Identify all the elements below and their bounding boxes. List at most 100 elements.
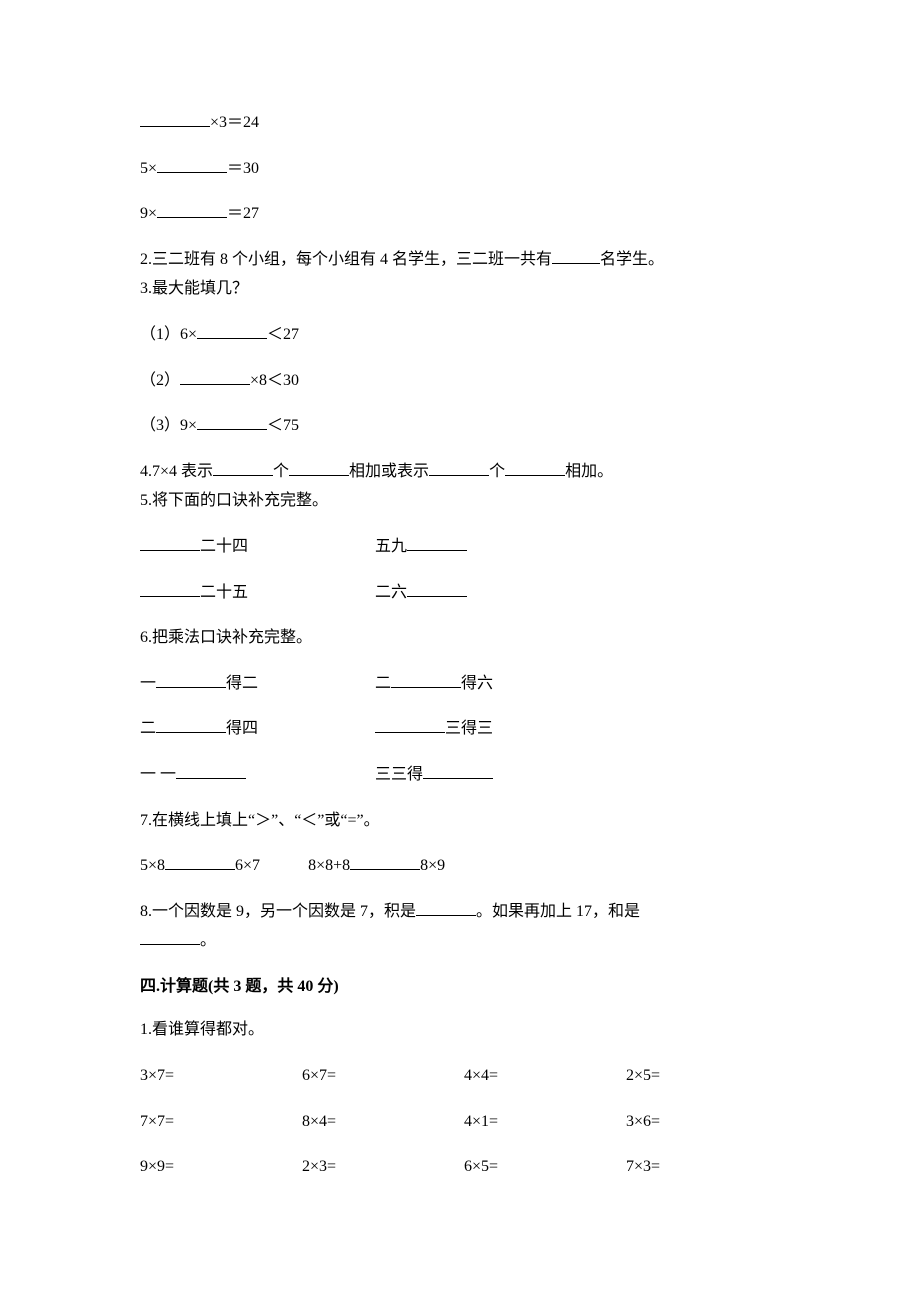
blank[interactable] xyxy=(140,581,200,597)
calc-cell: 3×6= xyxy=(626,1109,788,1135)
blank[interactable] xyxy=(375,717,445,733)
text: （3）9× xyxy=(140,417,197,434)
text: ＜27 xyxy=(267,326,299,343)
text: （1）6× xyxy=(140,326,197,343)
blank[interactable] xyxy=(197,414,267,430)
text: 二十五 xyxy=(200,584,248,601)
q2-text-a: 2.三二班有 8 个小组，每个小组有 4 名学生，三二班一共有 xyxy=(140,251,552,268)
blank[interactable] xyxy=(180,369,250,385)
calc-row: 3×7=6×7=4×4=2×5= xyxy=(140,1063,790,1089)
q6-row2: 二 得四 三得三 xyxy=(140,716,790,742)
blank[interactable] xyxy=(429,460,489,476)
q4-line: 4.7×4 表示 个 相加或表示 个 相加。 xyxy=(140,459,790,485)
blank[interactable] xyxy=(407,581,467,597)
blank[interactable] xyxy=(213,460,273,476)
blank[interactable] xyxy=(157,202,227,218)
text: 4.7×4 表示 xyxy=(140,463,213,480)
calc-row: 9×9=2×3=6×5=7×3= xyxy=(140,1154,790,1180)
text: 得二 xyxy=(226,675,258,692)
q7-line: 5×8 6×7 8×8+8 8×9 xyxy=(140,853,790,879)
blank[interactable] xyxy=(505,460,565,476)
blank[interactable] xyxy=(552,248,600,264)
text: 8×9 xyxy=(420,857,445,874)
q3-title: 3.最大能填几？ xyxy=(140,276,790,302)
text: 三三得 xyxy=(375,766,423,783)
q5-row2: 二十五 二六 xyxy=(140,580,790,606)
blank[interactable] xyxy=(350,854,420,870)
calc-cell: 9×9= xyxy=(140,1154,302,1180)
blank[interactable] xyxy=(140,929,200,945)
q6-row3: 一 一 三三得 xyxy=(140,762,790,788)
calc-cell: 4×4= xyxy=(464,1063,626,1089)
blank[interactable] xyxy=(140,535,200,551)
text: 三得三 xyxy=(445,720,493,737)
text: 8×8+8 xyxy=(308,857,350,874)
calc-cell: 8×4= xyxy=(302,1109,464,1135)
calc-cell: 2×3= xyxy=(302,1154,464,1180)
blank[interactable] xyxy=(197,323,267,339)
calc-cell: 2×5= xyxy=(626,1063,788,1089)
blank[interactable] xyxy=(289,460,349,476)
calc-cell: 4×1= xyxy=(464,1109,626,1135)
calc-grid: 3×7=6×7=4×4=2×5= 7×7=8×4=4×1=3×6= 9×9=2×3=… xyxy=(140,1063,790,1180)
text: 。如果再加上 17，和是 xyxy=(476,903,640,920)
text: ×8＜30 xyxy=(250,372,299,389)
calc-row: 7×7=8×4=4×1=3×6= xyxy=(140,1109,790,1135)
text: 8.一个因数是 9，另一个因数是 7，积是 xyxy=(140,903,416,920)
blank[interactable] xyxy=(407,535,467,551)
text: 个 xyxy=(489,463,505,480)
text: （2） xyxy=(140,372,180,389)
text: 二十四 xyxy=(200,538,248,555)
blank[interactable] xyxy=(157,157,227,173)
blank[interactable] xyxy=(165,854,235,870)
q5-title: 5.将下面的口诀补充完整。 xyxy=(140,488,790,514)
text: 相加。 xyxy=(565,463,613,480)
text: ＜75 xyxy=(267,417,299,434)
text: 得四 xyxy=(226,720,258,737)
blank[interactable] xyxy=(391,672,461,688)
text: 6×7 xyxy=(235,857,260,874)
eq-text: ＝30 xyxy=(227,160,259,177)
q2-line: 2.三二班有 8 个小组，每个小组有 4 名学生，三二班一共有 名学生。 xyxy=(140,247,790,273)
q5-row1: 二十四 五九 xyxy=(140,534,790,560)
text: 得六 xyxy=(461,675,493,692)
text: 二 xyxy=(375,675,391,692)
q6-row1: 一 得二 二 得六 xyxy=(140,671,790,697)
text: 5×8 xyxy=(140,857,165,874)
q3-p2: （2） ×8＜30 xyxy=(140,368,790,394)
q2-text-b: 名学生。 xyxy=(600,251,664,268)
blank[interactable] xyxy=(140,111,210,127)
blank[interactable] xyxy=(156,717,226,733)
eq-text: 5× xyxy=(140,160,157,177)
q8-line1: 8.一个因数是 9，另一个因数是 7，积是 。如果再加上 17，和是 xyxy=(140,899,790,925)
blank[interactable] xyxy=(423,763,493,779)
calc-cell: 6×5= xyxy=(464,1154,626,1180)
section4-heading: 四.计算题(共 3 题，共 40 分) xyxy=(140,974,790,1000)
q6-title: 6.把乘法口诀补充完整。 xyxy=(140,625,790,651)
q8-line2: 。 xyxy=(140,928,790,954)
q7-title: 7.在横线上填上“＞”、“＜”或“=”。 xyxy=(140,808,790,834)
text: 五九 xyxy=(375,538,407,555)
text: 一 一 xyxy=(140,766,176,783)
blank[interactable] xyxy=(176,763,246,779)
q1-eq3: 9× ＝27 xyxy=(140,201,790,227)
q1-eq1: ×3＝24 xyxy=(140,110,790,136)
q3-p3: （3）9× ＜75 xyxy=(140,413,790,439)
eq-text: ＝27 xyxy=(227,205,259,222)
q3-p1: （1）6× ＜27 xyxy=(140,322,790,348)
calc-cell: 7×3= xyxy=(626,1154,788,1180)
text: 。 xyxy=(200,932,216,949)
blank[interactable] xyxy=(416,900,476,916)
calc-cell: 3×7= xyxy=(140,1063,302,1089)
text: 二 xyxy=(140,720,156,737)
text: 个 xyxy=(273,463,289,480)
calc-cell: 7×7= xyxy=(140,1109,302,1135)
eq-text: 9× xyxy=(140,205,157,222)
text: 相加或表示 xyxy=(349,463,429,480)
blank[interactable] xyxy=(156,672,226,688)
text: 一 xyxy=(140,675,156,692)
text: 二六 xyxy=(375,584,407,601)
section4-q1-title: 1.看谁算得都对。 xyxy=(140,1017,790,1043)
eq-text: ×3＝24 xyxy=(210,114,259,131)
q1-eq2: 5× ＝30 xyxy=(140,156,790,182)
